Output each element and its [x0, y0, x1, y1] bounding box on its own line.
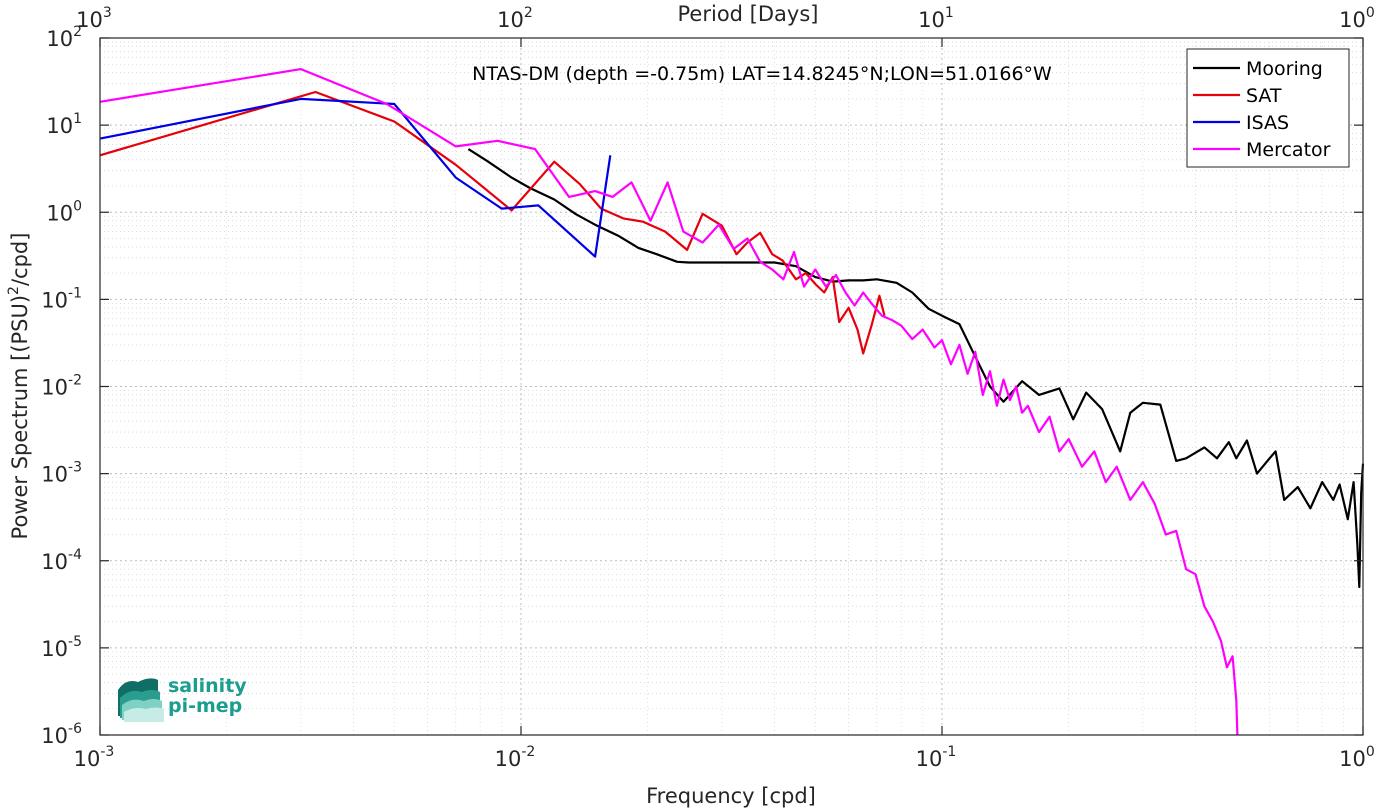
y-tick-label: 100: [46, 198, 82, 225]
y-tick-label: 10-2: [41, 373, 82, 400]
x-tick-label: 10-2: [495, 744, 536, 771]
series-line-sat: [99, 90, 886, 355]
legend-label-sat: SAT: [1246, 85, 1282, 107]
legend-label-isas: ISAS: [1246, 112, 1289, 134]
top-tick-label: 102: [497, 5, 533, 32]
legend-items: Mooring SAT ISAS Mercator: [1193, 58, 1331, 161]
series-layer: [99, 67, 1365, 736]
x-tick-labels: 10-3 10-2 10-1 100: [74, 744, 1375, 771]
y-axis-title-end: /cpd]: [8, 233, 32, 286]
y-tick-label: 102: [46, 24, 82, 51]
y-axis-title-superscript: 2: [6, 286, 22, 295]
top-tick-label: 103: [76, 5, 112, 32]
x-tick-label: 100: [1339, 744, 1375, 771]
top-tick-label: 101: [918, 5, 954, 32]
top-tick-labels: 103 102 101 100: [76, 5, 1375, 32]
series-line-mercator: [99, 67, 1239, 736]
logo-text-pimep: pi-mep: [168, 695, 242, 717]
x-tick-label: 10-1: [916, 744, 957, 771]
chart-title: NTAS-DM (depth =-0.75m) LAT=14.8245°N;LO…: [472, 63, 1052, 85]
y-tick-label: 10-5: [41, 634, 82, 661]
tick-marks: [99, 37, 1364, 736]
top-axis-title: Period [Days]: [678, 2, 819, 26]
salinity-pimep-logo: salinity pi-mep: [118, 675, 247, 722]
y-axis-title: Power Spectrum [(PSU)2/cpd]: [6, 233, 32, 540]
y-tick-labels: 10-6 10-5 10-4 10-3 10-2 10-1 100 101 102: [41, 24, 82, 748]
series-line-mooring: [467, 148, 1365, 589]
legend: Mooring SAT ISAS Mercator: [1186, 48, 1350, 168]
wave-logo-icon: [118, 678, 164, 722]
y-tick-label: 101: [46, 111, 82, 138]
y-tick-label: 10-4: [41, 547, 82, 574]
series-line-isas: [99, 97, 612, 258]
legend-label-mercator: Mercator: [1246, 139, 1331, 161]
x-axis-title: Frequency [cpd]: [646, 784, 816, 808]
y-tick-label: 10-3: [41, 460, 82, 487]
y-tick-label: 10-1: [41, 285, 82, 312]
legend-label-mooring: Mooring: [1246, 58, 1323, 80]
x-tick-label: 10-3: [74, 744, 115, 771]
logo-text-salinity: salinity: [168, 675, 247, 697]
y-tick-label: 10-6: [41, 721, 82, 748]
y-axis-title-main: Power Spectrum [(PSU): [8, 295, 32, 540]
top-tick-label: 100: [1339, 5, 1375, 32]
